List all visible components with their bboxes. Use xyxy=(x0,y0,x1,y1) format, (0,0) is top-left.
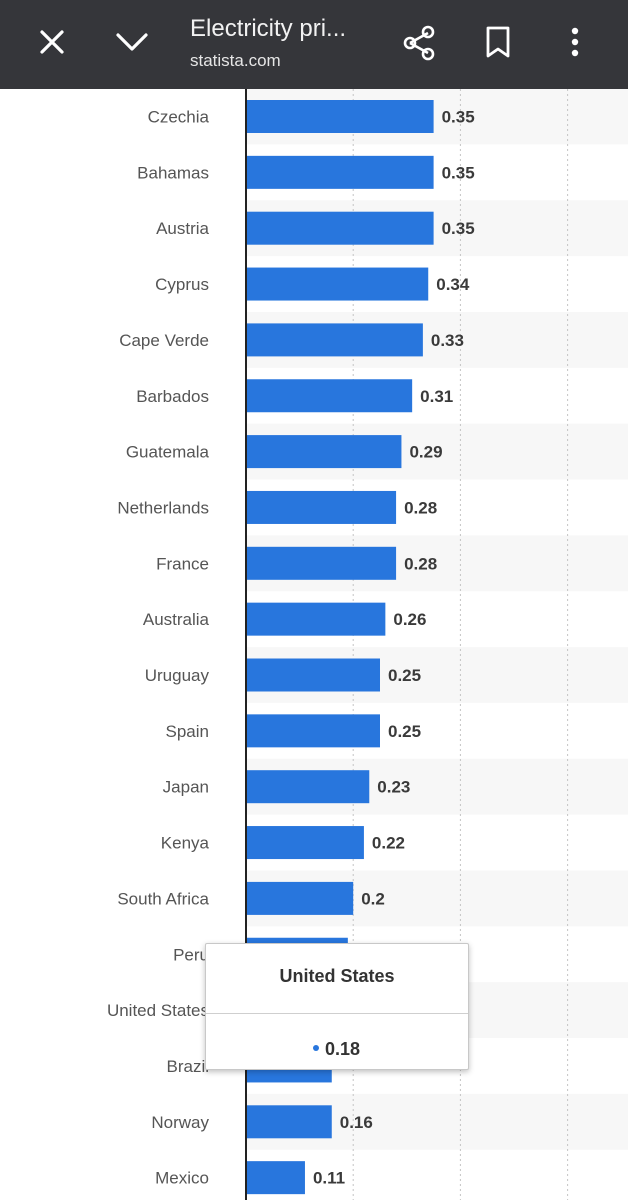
tooltip-title: United States xyxy=(279,966,395,986)
category-label: Brazil xyxy=(166,1057,209,1076)
share-icon[interactable] xyxy=(398,22,440,64)
category-label: Mexico xyxy=(155,1169,209,1188)
category-label: Czechia xyxy=(148,108,210,127)
value-label: 0.33 xyxy=(431,331,464,350)
bar[interactable] xyxy=(246,379,413,413)
category-label: Austria xyxy=(156,219,209,238)
category-label: Australia xyxy=(143,610,210,629)
value-label: 0.22 xyxy=(372,834,405,853)
bar[interactable] xyxy=(246,435,402,469)
bar[interactable] xyxy=(246,826,364,860)
value-label: 0.28 xyxy=(404,554,437,573)
bookmark-icon[interactable] xyxy=(478,22,518,62)
value-label: 0.28 xyxy=(404,498,437,517)
bar[interactable] xyxy=(246,658,380,692)
value-label: 0.29 xyxy=(409,443,442,462)
category-label: Peru xyxy=(173,945,209,964)
chevron-down-icon[interactable] xyxy=(112,24,152,60)
value-label: 0.2 xyxy=(361,889,385,908)
category-label: Cyprus xyxy=(155,275,209,294)
close-icon[interactable] xyxy=(34,24,70,60)
category-label: Barbados xyxy=(136,387,209,406)
value-label: 0.34 xyxy=(436,275,470,294)
bar[interactable] xyxy=(246,155,434,189)
category-label: Japan xyxy=(163,778,209,797)
category-label: Norway xyxy=(151,1113,209,1132)
bar[interactable] xyxy=(246,881,354,915)
value-label: 0.16 xyxy=(340,1113,373,1132)
tooltip-series-dot xyxy=(313,1045,319,1051)
value-label: 0.23 xyxy=(377,778,410,797)
bar-chart: Czechia 0.35 Bahamas 0.35 Austria 0.35 Cyprus 0… xyxy=(107,89,628,1200)
browser-toolbar: Electricity pri... statista.com xyxy=(0,0,628,89)
tooltip-value: 0.18 xyxy=(325,1039,361,1059)
bar[interactable] xyxy=(246,1105,332,1139)
bar[interactable] xyxy=(246,546,397,580)
bar[interactable] xyxy=(246,1161,305,1195)
more-vert-icon[interactable] xyxy=(558,22,592,62)
bar[interactable] xyxy=(246,211,434,245)
category-label: Spain xyxy=(166,722,209,741)
value-label: 0.35 xyxy=(442,163,475,182)
value-label: 0.25 xyxy=(388,722,421,741)
category-label: Bahamas xyxy=(137,163,209,182)
bar[interactable] xyxy=(246,602,386,636)
tooltip-divider xyxy=(206,1013,468,1014)
category-label: Kenya xyxy=(161,834,210,853)
page-url: statista.com xyxy=(190,51,281,70)
value-label: 0.26 xyxy=(393,610,426,629)
category-label: Cape Verde xyxy=(119,331,209,350)
tooltip: United States 0.18 xyxy=(205,943,469,1070)
bar[interactable] xyxy=(246,770,370,804)
value-label: 0.35 xyxy=(442,108,475,127)
category-label: France xyxy=(156,554,209,573)
value-label: 0.25 xyxy=(388,666,421,685)
page-title: Electricity pri... xyxy=(190,15,347,42)
category-label: Guatemala xyxy=(126,443,210,462)
value-label: 0.35 xyxy=(442,219,475,238)
category-label: United States xyxy=(107,1001,209,1020)
bar[interactable] xyxy=(246,714,380,748)
value-label: 0.11 xyxy=(313,1169,345,1188)
category-label: Uruguay xyxy=(145,666,210,685)
category-label: Netherlands xyxy=(117,498,209,517)
bar[interactable] xyxy=(246,267,429,301)
bar[interactable] xyxy=(246,100,434,133)
bar[interactable] xyxy=(246,490,397,524)
bar[interactable] xyxy=(246,323,423,357)
value-label: 0.31 xyxy=(420,387,453,406)
category-label: South Africa xyxy=(117,889,209,908)
